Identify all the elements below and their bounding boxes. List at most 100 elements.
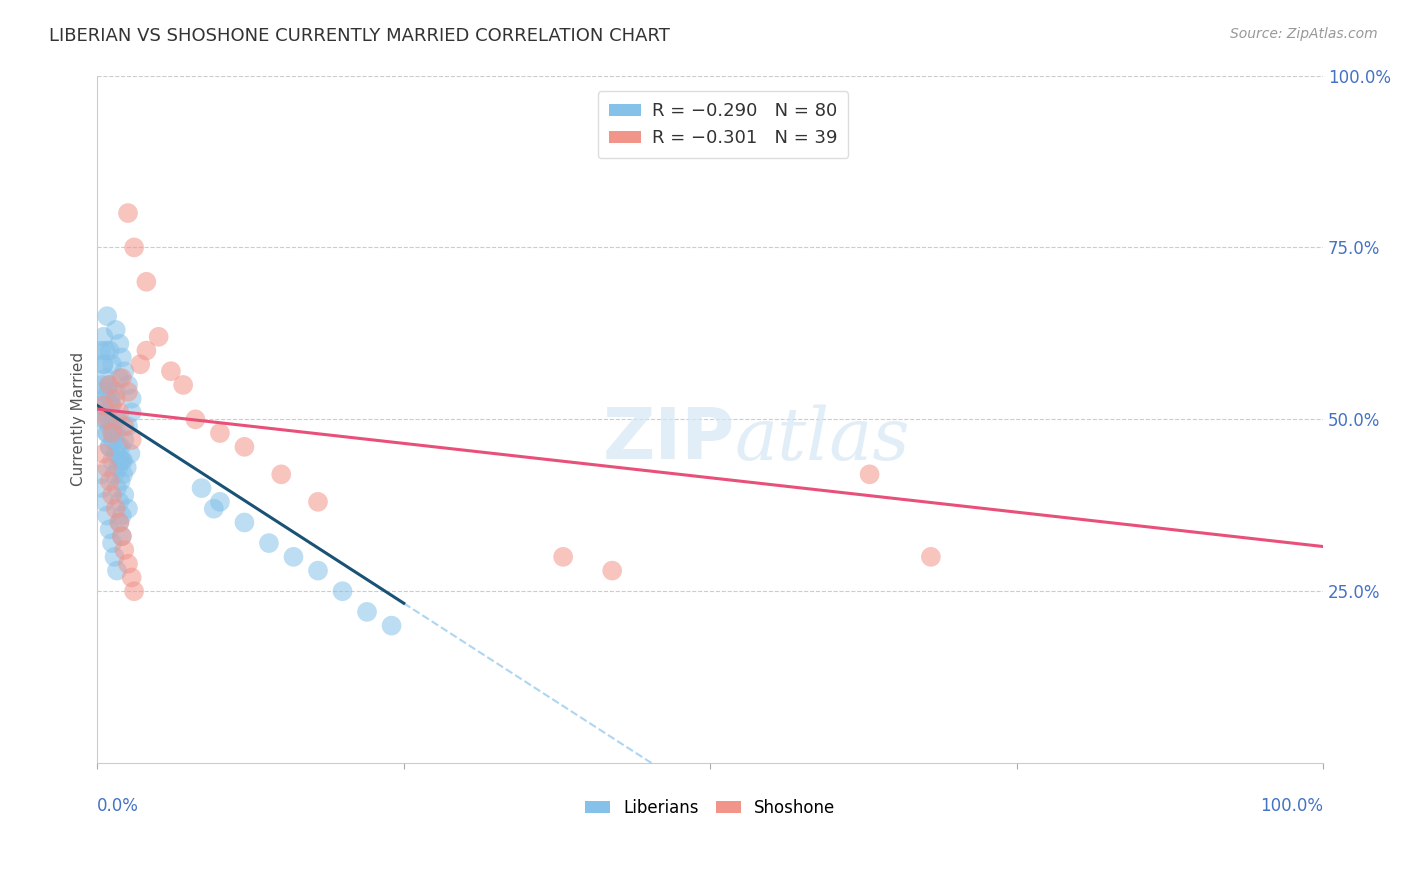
Point — [107, 460, 129, 475]
Point — [103, 467, 125, 482]
Point — [117, 557, 139, 571]
Point — [93, 412, 115, 426]
Point — [135, 275, 157, 289]
Point — [96, 426, 118, 441]
Point — [96, 412, 118, 426]
Point — [111, 453, 134, 467]
Point — [96, 405, 118, 419]
Point — [93, 447, 115, 461]
Point — [100, 392, 122, 406]
Point — [257, 536, 280, 550]
Point — [90, 399, 112, 413]
Point — [117, 378, 139, 392]
Point — [107, 440, 129, 454]
Point — [93, 412, 115, 426]
Point — [122, 584, 145, 599]
Point — [104, 426, 127, 441]
Point — [920, 549, 942, 564]
Point — [111, 529, 134, 543]
Point — [380, 618, 402, 632]
Point — [91, 384, 114, 399]
Point — [101, 399, 124, 413]
Y-axis label: Currently Married: Currently Married — [72, 352, 86, 486]
Point — [121, 405, 143, 419]
Point — [98, 440, 121, 454]
Point — [104, 447, 127, 461]
Point — [121, 570, 143, 584]
Point — [233, 440, 256, 454]
Point — [108, 336, 131, 351]
Point — [108, 405, 131, 419]
Point — [111, 529, 134, 543]
Point — [105, 481, 128, 495]
Point — [91, 481, 114, 495]
Point — [93, 495, 115, 509]
Point — [108, 495, 131, 509]
Point — [117, 384, 139, 399]
Point — [553, 549, 575, 564]
Text: LIBERIAN VS SHOSHONE CURRENTLY MARRIED CORRELATION CHART: LIBERIAN VS SHOSHONE CURRENTLY MARRIED C… — [49, 27, 671, 45]
Point — [105, 412, 128, 426]
Point — [117, 501, 139, 516]
Point — [172, 378, 194, 392]
Point — [96, 508, 118, 523]
Text: atlas: atlas — [735, 405, 910, 475]
Point — [103, 549, 125, 564]
Point — [307, 564, 329, 578]
Point — [858, 467, 880, 482]
Point — [111, 508, 134, 523]
Point — [90, 467, 112, 482]
Point — [233, 516, 256, 530]
Point — [115, 460, 138, 475]
Text: ZIP: ZIP — [603, 406, 735, 475]
Point — [110, 453, 132, 467]
Point — [98, 419, 121, 434]
Point — [101, 357, 124, 371]
Point — [307, 495, 329, 509]
Point — [96, 460, 118, 475]
Point — [97, 384, 120, 399]
Point — [122, 240, 145, 254]
Point — [93, 330, 115, 344]
Point — [103, 426, 125, 441]
Point — [98, 474, 121, 488]
Point — [208, 495, 231, 509]
Point — [283, 549, 305, 564]
Point — [148, 330, 170, 344]
Point — [93, 392, 115, 406]
Point — [112, 364, 135, 378]
Point — [101, 536, 124, 550]
Point — [332, 584, 354, 599]
Text: 100.0%: 100.0% — [1260, 797, 1323, 815]
Point — [112, 543, 135, 558]
Point — [93, 399, 115, 413]
Text: 0.0%: 0.0% — [97, 797, 139, 815]
Point — [135, 343, 157, 358]
Point — [108, 516, 131, 530]
Point — [93, 357, 115, 371]
Point — [112, 453, 135, 467]
Point — [111, 371, 134, 385]
Point — [202, 501, 225, 516]
Point — [208, 426, 231, 441]
Point — [91, 378, 114, 392]
Point — [112, 488, 135, 502]
Point — [94, 371, 117, 385]
Point — [190, 481, 212, 495]
Point — [600, 564, 623, 578]
Point — [104, 323, 127, 337]
Text: Source: ZipAtlas.com: Source: ZipAtlas.com — [1230, 27, 1378, 41]
Point — [112, 419, 135, 434]
Point — [98, 378, 121, 392]
Point — [104, 392, 127, 406]
Point — [101, 426, 124, 441]
Point — [120, 447, 142, 461]
Point — [96, 309, 118, 323]
Point — [98, 440, 121, 454]
Point — [105, 564, 128, 578]
Point — [110, 474, 132, 488]
Point — [111, 351, 134, 365]
Point — [129, 357, 152, 371]
Point — [270, 467, 292, 482]
Point — [97, 378, 120, 392]
